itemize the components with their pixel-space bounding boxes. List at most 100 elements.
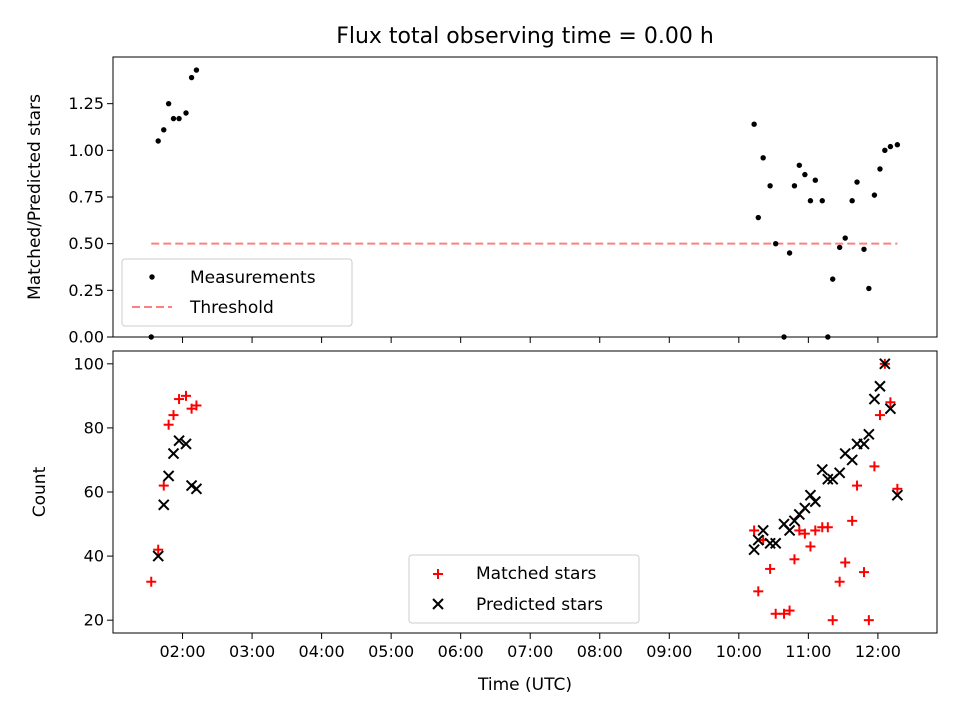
x-tick-label: 11:00 — [785, 642, 831, 661]
legend-predicted-marker — [432, 598, 444, 610]
matched-stars-point — [146, 576, 157, 587]
measurement-point — [849, 198, 855, 204]
legend-measurements-label: Measurements — [190, 268, 316, 288]
measurement-point — [165, 100, 172, 107]
x-tick-label: 04:00 — [299, 642, 345, 661]
predicted-stars-point — [752, 534, 764, 546]
predicted-stars-point — [879, 358, 891, 370]
matched-stars-point — [852, 480, 863, 491]
predicted-stars-point — [748, 543, 760, 556]
predicted-stars-point — [816, 463, 828, 476]
matched-stars-point — [840, 557, 851, 568]
predicted-stars-point — [804, 489, 817, 501]
measurement-point — [791, 183, 798, 189]
matched-stars-point — [163, 419, 174, 430]
top-panel-ticks: 0.00 0.25 0.50 0.75 1.00 1.25 — [68, 94, 879, 347]
predicted-stars-point — [152, 550, 164, 562]
matched-stars-point — [153, 544, 164, 555]
bottom-panel-frame — [112, 350, 938, 634]
top-y-tick-label: 0.75 — [68, 188, 104, 207]
x-tick-label: 03:00 — [229, 642, 275, 661]
measurement-point — [819, 198, 825, 204]
matched-stars-point — [789, 554, 800, 565]
legend-predicted-label: Predicted stars — [476, 595, 603, 615]
measurement-point — [836, 244, 843, 251]
bottom-y-tick-label: 60 — [84, 483, 104, 502]
predicted-stars-point — [190, 483, 203, 495]
predicted-stars-point — [769, 537, 782, 549]
predicted-stars-point — [846, 454, 858, 466]
x-tick-label: 02:00 — [159, 642, 205, 661]
legend-measurements-marker — [149, 274, 155, 280]
matched-stars-point — [834, 576, 845, 587]
matched-stars-point — [799, 528, 810, 539]
measurement-point — [786, 250, 793, 256]
predicted-stars-point — [863, 428, 875, 441]
measurement-point — [155, 138, 161, 144]
predicted-stars-point — [809, 495, 822, 508]
predicted-stars-point — [158, 499, 170, 511]
x-axis-label: Time (UTC) — [477, 675, 572, 695]
predicted-stars-point — [858, 438, 870, 450]
bottom-legend-box — [408, 554, 640, 624]
predicted-stars-point — [822, 473, 834, 485]
bottom-legend: Matched stars Predicted stars — [408, 554, 640, 624]
top-panel: 0.00 0.25 0.50 0.75 1.00 1.25 Matched/Predict… — [25, 56, 938, 347]
measurement-point — [760, 155, 766, 161]
matched-stars-point — [779, 608, 790, 619]
predicted-stars-point — [868, 393, 881, 405]
predicted-stars-point — [799, 502, 811, 514]
legend-threshold-label: Threshold — [189, 298, 274, 318]
matched-stars-point — [753, 586, 764, 597]
matched-stars-point — [168, 410, 179, 421]
predicted-stars-point — [891, 489, 904, 501]
x-tick-label: 07:00 — [507, 642, 553, 661]
top-y-tick-label: 1.00 — [68, 141, 104, 160]
matched-stars-point — [858, 567, 869, 578]
predicted-stars-point — [884, 402, 897, 415]
measurement-point — [871, 192, 878, 198]
top-legend-box — [121, 258, 353, 327]
matched-stars-point — [810, 525, 821, 536]
predicted-stars-point — [788, 515, 801, 527]
predicted-stars-point — [833, 467, 846, 479]
matched-stars-point — [158, 480, 169, 491]
legend-matched-label: Matched stars — [476, 564, 596, 584]
measurement-point — [894, 142, 901, 148]
x-tick-label: 09:00 — [646, 642, 692, 661]
measurement-point — [755, 214, 761, 221]
measurement-point — [767, 183, 773, 189]
top-y-tick-label: 0.25 — [68, 281, 104, 300]
measurement-point — [170, 115, 177, 122]
bottom-panel-marks — [146, 358, 904, 626]
measurement-point — [188, 74, 195, 81]
predicted-stars-point — [874, 380, 886, 392]
x-tick-label: 06:00 — [438, 642, 484, 661]
matched-stars-point — [191, 400, 202, 411]
matched-stars-point — [765, 563, 776, 574]
measurement-point — [829, 276, 836, 282]
predicted-stars-point — [173, 435, 185, 447]
top-panel-marks — [148, 67, 901, 340]
predicted-stars-point — [162, 470, 175, 482]
bottom-y-tick-label: 40 — [84, 547, 104, 566]
measurement-point — [807, 198, 814, 204]
matched-stars-point — [827, 615, 838, 626]
top-y-tick-label: 0.50 — [68, 234, 104, 253]
measurement-point — [854, 179, 860, 185]
matched-stars-point — [874, 410, 885, 421]
measurement-point — [802, 171, 808, 178]
top-chart-title: Flux total observing time = 0.00 h — [336, 24, 714, 49]
matched-stars-point — [822, 522, 833, 533]
measurement-point — [796, 162, 803, 168]
matched-stars-point — [174, 394, 185, 405]
bottom-panel-ticks: 20 40 60 80 100 02:00 03:00 04:00 05:00 06:00 07:0… — [73, 354, 900, 661]
top-y-tick-label: 0.00 — [68, 328, 104, 347]
predicted-stars-point — [167, 447, 180, 460]
matched-stars-point — [770, 608, 781, 619]
x-tick-label: 08:00 — [577, 642, 623, 661]
matched-stars-point — [869, 461, 880, 472]
bottom-y-tick-label: 80 — [84, 418, 104, 437]
measurement-point — [887, 143, 894, 150]
